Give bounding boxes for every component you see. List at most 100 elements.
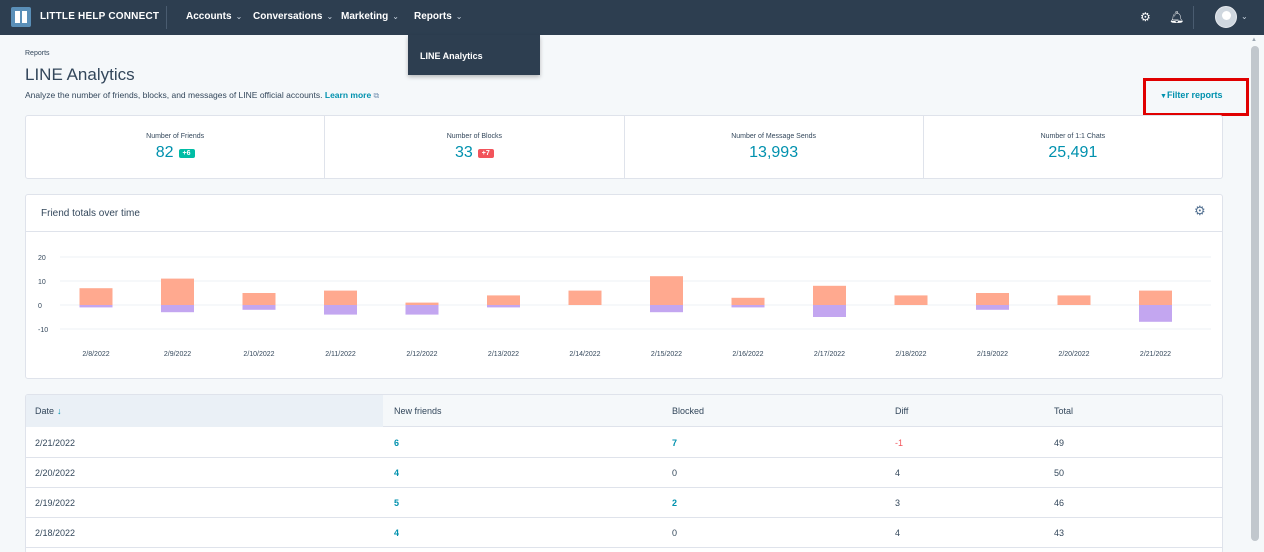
x-tick-label: 2/9/2022 <box>164 351 191 358</box>
cell-blocked: 0 <box>672 528 678 538</box>
bar-positive <box>161 278 194 305</box>
table-row: 2/18/2022 4 0 4 43 <box>26 518 1222 548</box>
page-description: Analyze the number of friends, blocks, a… <box>25 90 379 101</box>
column-header-new-friends[interactable]: New friends <box>394 406 442 416</box>
cell-date: 2/19/2022 <box>35 498 76 508</box>
x-tick-label: 2/17/2022 <box>814 351 845 358</box>
description-text: Analyze the number of friends, blocks, a… <box>25 90 323 100</box>
kpi-message-sends: Number of Message Sends 13,993 <box>625 116 924 178</box>
bar-negative <box>405 305 439 315</box>
nav-item-reports[interactable]: Reports ⌄ <box>414 11 463 22</box>
column-header-blocked[interactable]: Blocked <box>672 406 705 416</box>
kpi-summary: Number of Friends 82 +6 Number of Blocks… <box>25 115 1223 179</box>
scroll-up-arrow-icon[interactable]: ▲ <box>1251 37 1257 43</box>
friend-totals-chart: 20 10 0 -10 2/8/2022 2/9/2022 2/10/2022 2/11/20… <box>38 255 1211 358</box>
bar-positive <box>79 288 113 305</box>
kpi-chats: Number of 1:1 Chats 25,491 <box>924 116 1222 178</box>
external-link-icon: ⧉ <box>373 91 380 100</box>
kpi-label: Number of 1:1 Chats <box>1040 133 1106 140</box>
x-tick-label: 2/20/2022 <box>1058 351 1089 358</box>
column-header-diff[interactable]: Diff <box>895 406 909 416</box>
bar-positive <box>568 290 602 305</box>
chart-settings-gear-icon[interactable]: ⚙ <box>1194 203 1206 218</box>
cell-blocked: 0 <box>672 468 678 478</box>
cell-date: 2/21/2022 <box>35 438 76 448</box>
x-tick-label: 2/10/2022 <box>243 351 274 358</box>
x-tick-label: 2/16/2022 <box>732 351 763 358</box>
nav-divider <box>166 6 167 29</box>
x-tick-label: 2/13/2022 <box>488 351 519 358</box>
cell-diff: 4 <box>895 528 901 538</box>
bar-negative <box>79 305 113 308</box>
bar-negative <box>1139 305 1172 322</box>
nav-item-marketing[interactable]: Marketing ⌄ <box>341 11 399 22</box>
nav-item-accounts[interactable]: Accounts ⌄ <box>186 11 242 22</box>
kpi-friends: Number of Friends 82 +6 <box>26 116 326 178</box>
y-tick-label: 20 <box>38 255 46 262</box>
notification-bell-icon[interactable]: 🔔︎ <box>1169 10 1185 24</box>
y-tick-label: -10 <box>38 327 48 334</box>
y-tick-label: 0 <box>38 303 42 310</box>
cell-date: 2/18/2022 <box>35 528 76 538</box>
chevron-down-icon: ⌄ <box>326 12 334 21</box>
filter-reports-button[interactable]: ▼Filter reports <box>1160 90 1222 100</box>
bar-positive <box>1139 290 1172 305</box>
column-header-total[interactable]: Total <box>1054 406 1074 416</box>
breadcrumb[interactable]: Reports <box>25 50 50 57</box>
chevron-down-icon[interactable]: ⌄ <box>1241 12 1248 21</box>
change-badge: +6 <box>178 148 195 158</box>
cell-total: 49 <box>1054 438 1065 448</box>
bar-negative <box>242 305 276 310</box>
nav-item-label: Conversations <box>253 11 323 22</box>
cell-new-friends[interactable]: 4 <box>394 468 400 478</box>
cell-diff: 3 <box>895 498 901 508</box>
cell-blocked[interactable]: 7 <box>672 438 678 448</box>
bar-positive <box>242 293 276 305</box>
cell-new-friends[interactable]: 4 <box>394 528 400 538</box>
bar-positive <box>976 293 1009 305</box>
cell-new-friends[interactable]: 5 <box>394 498 400 508</box>
cell-diff: -1 <box>895 438 904 448</box>
learn-more-link[interactable]: Learn more <box>324 90 372 100</box>
cell-total: 50 <box>1054 468 1065 478</box>
scrollbar-thumb[interactable] <box>1251 46 1259 541</box>
bar-positive <box>405 302 439 305</box>
nav-item-label: Reports <box>414 11 452 22</box>
nav-item-label: Accounts <box>186 11 232 22</box>
x-tick-label: 2/18/2022 <box>895 351 926 358</box>
settings-gear-icon[interactable]: ⚙ <box>1140 10 1151 24</box>
sorted-column-background <box>26 395 383 427</box>
bar-positive <box>1057 295 1091 305</box>
nav-divider <box>1193 6 1194 29</box>
cell-blocked[interactable]: 2 <box>672 498 678 508</box>
bar-negative <box>731 305 765 308</box>
column-header-label: Date <box>35 406 55 416</box>
logo-icon[interactable] <box>11 7 31 27</box>
chevron-down-icon: ⌄ <box>455 12 463 21</box>
avatar[interactable] <box>1215 6 1237 28</box>
nav-item-conversations[interactable]: Conversations ⌄ <box>253 11 333 22</box>
kpi-label: Number of Friends <box>146 133 205 140</box>
brand-name[interactable]: LITTLE HELP CONNECT <box>40 11 160 22</box>
x-tick-label: 2/11/2022 <box>325 351 356 358</box>
x-tick-label: 2/12/2022 <box>406 351 437 358</box>
column-header-date[interactable]: Date ↓ <box>35 406 62 416</box>
menu-item-line-analytics[interactable]: LINE Analytics <box>420 51 483 61</box>
filter-icon: ▼ <box>1160 93 1167 100</box>
bar-positive <box>650 276 683 305</box>
bar-negative <box>161 305 194 313</box>
cell-new-friends[interactable]: 6 <box>394 438 400 448</box>
bar-negative <box>650 305 683 313</box>
y-tick-label: 10 <box>38 279 46 286</box>
change-badge: +7 <box>477 148 494 158</box>
cell-total: 46 <box>1054 498 1065 508</box>
page-title: LINE Analytics <box>25 65 135 84</box>
bar-negative <box>813 305 846 317</box>
x-tick-label: 2/21/2022 <box>1140 351 1171 358</box>
cell-date: 2/20/2022 <box>35 468 76 478</box>
bar-positive <box>324 290 357 305</box>
bar-negative <box>324 305 357 315</box>
chart-card: Friend totals over time ⚙ 20 10 0 -10 2/8/20… <box>25 194 1223 379</box>
bar-positive <box>813 285 846 305</box>
kpi-value: 25,491 <box>1048 144 1098 161</box>
